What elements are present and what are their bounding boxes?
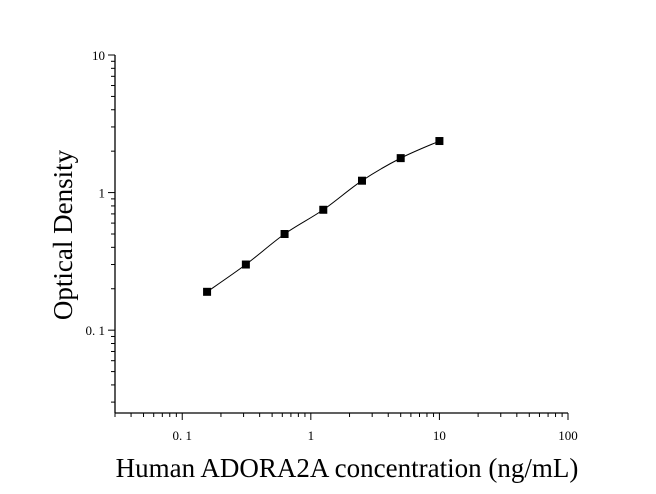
- data-point: [203, 287, 212, 296]
- x-tick-label: 0. 1: [172, 428, 192, 443]
- data-point: [435, 137, 444, 146]
- x-tick-label: 1: [308, 428, 315, 443]
- data-point: [396, 154, 405, 163]
- x-tick-label: 10: [433, 428, 446, 443]
- y-tick-label: 0. 1: [86, 323, 106, 338]
- x-axis-label: Human ADORA2A concentration (ng/mL): [116, 453, 579, 483]
- ticks: 0. 1 1 10 100 0. 1 1 10: [86, 48, 578, 443]
- fit-curve-group: [206, 140, 440, 293]
- y-axis-label: Optical Density: [48, 149, 78, 320]
- data-points: [203, 137, 444, 296]
- x-tick-label: 100: [558, 428, 578, 443]
- data-point: [280, 230, 289, 238]
- data-point: [319, 205, 328, 214]
- data-point: [357, 176, 366, 185]
- fit-curve: [206, 140, 440, 293]
- y-tick-label: 10: [92, 48, 105, 63]
- data-point: [241, 260, 250, 269]
- axes: [114, 55, 568, 414]
- y-tick-label: 1: [99, 186, 106, 201]
